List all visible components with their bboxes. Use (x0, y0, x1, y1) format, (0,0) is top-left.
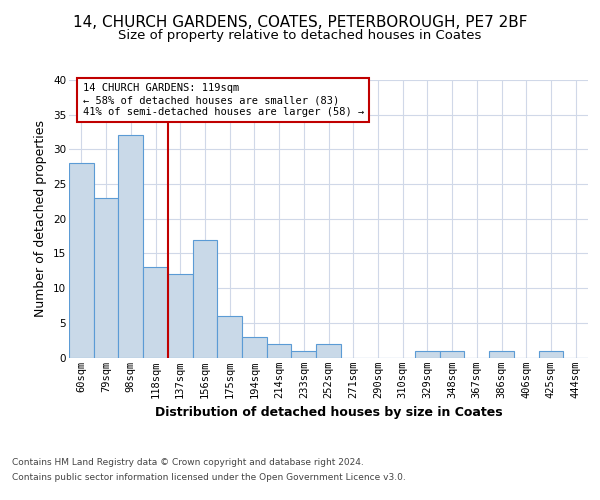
Text: Contains HM Land Registry data © Crown copyright and database right 2024.: Contains HM Land Registry data © Crown c… (12, 458, 364, 467)
Bar (489, 350, 514, 358)
Text: Distribution of detached houses by size in Coates: Distribution of detached houses by size … (155, 406, 503, 419)
Y-axis label: Number of detached properties: Number of detached properties (34, 120, 47, 318)
Bar (242, 336, 267, 357)
Bar (69, 163, 94, 358)
Bar (94, 198, 118, 358)
Bar (316, 344, 341, 357)
Bar (292, 350, 316, 358)
Bar (539, 350, 563, 358)
Text: 14, CHURCH GARDENS, COATES, PETERBOROUGH, PE7 2BF: 14, CHURCH GARDENS, COATES, PETERBOROUGH… (73, 15, 527, 30)
Bar (118, 136, 143, 358)
Bar (193, 240, 217, 358)
Bar (415, 350, 440, 358)
Bar (168, 274, 193, 357)
Text: 14 CHURCH GARDENS: 119sqm
← 58% of detached houses are smaller (83)
41% of semi-: 14 CHURCH GARDENS: 119sqm ← 58% of detac… (83, 84, 364, 116)
Bar (267, 344, 292, 357)
Text: Size of property relative to detached houses in Coates: Size of property relative to detached ho… (118, 30, 482, 43)
Bar (440, 350, 464, 358)
Text: Contains public sector information licensed under the Open Government Licence v3: Contains public sector information licen… (12, 473, 406, 482)
Bar (143, 268, 168, 358)
Bar (217, 316, 242, 358)
